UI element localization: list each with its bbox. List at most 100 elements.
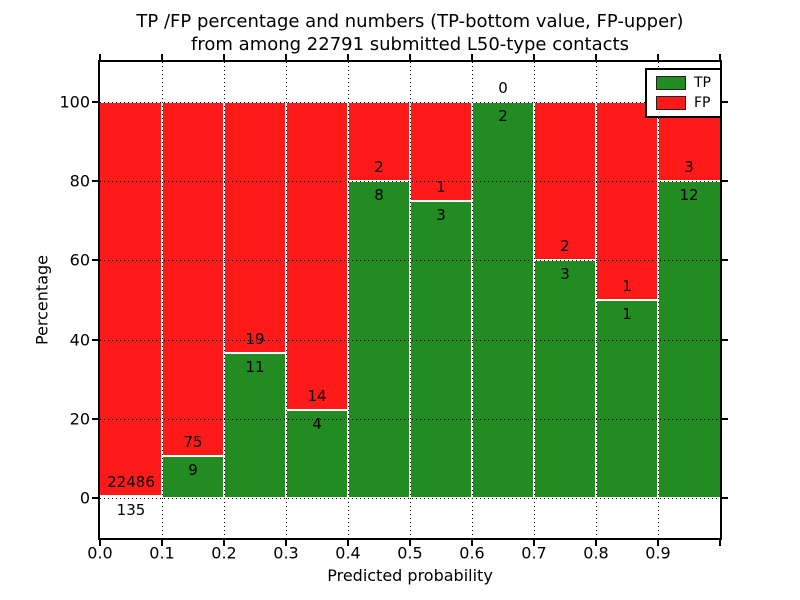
x-gridline bbox=[286, 62, 287, 538]
fp-legend-label: FP bbox=[694, 95, 711, 111]
y-tick-mark-right bbox=[722, 418, 728, 420]
fp-count-label: 19 bbox=[245, 329, 265, 348]
fp-count-label: 2 bbox=[374, 158, 384, 176]
bar-boundary-line bbox=[596, 299, 658, 301]
tp-count-label: 9 bbox=[188, 460, 198, 479]
x-tick-label: 0.1 bbox=[149, 543, 175, 563]
x-tick-mark-top bbox=[347, 54, 349, 60]
y-tick-mark bbox=[92, 418, 98, 420]
bar-segment-tp bbox=[410, 200, 472, 499]
x-tick-mark-top bbox=[285, 54, 287, 60]
y-tick-label: 20 bbox=[69, 409, 90, 429]
tp-count-label: 135 bbox=[116, 500, 146, 519]
legend: TP FP bbox=[645, 68, 722, 118]
fp-count-label: 22486 bbox=[107, 472, 155, 491]
x-tick-mark bbox=[719, 540, 721, 546]
bar-segment-tp bbox=[224, 352, 286, 499]
y-tick-mark bbox=[92, 180, 98, 182]
fp-legend-swatch bbox=[656, 96, 686, 110]
tp-count-label: 3 bbox=[560, 265, 570, 284]
fp-count-label: 14 bbox=[307, 387, 327, 406]
x-tick-label: 0.0 bbox=[87, 543, 113, 563]
y-tick-label: 60 bbox=[69, 250, 90, 270]
tp-legend-swatch bbox=[656, 76, 686, 90]
x-tick-label: 0.5 bbox=[397, 543, 423, 563]
y-tick-mark-right bbox=[722, 497, 728, 500]
y-tick-mark bbox=[92, 100, 98, 103]
legend-item-tp: TP bbox=[656, 76, 711, 90]
fp-count-label: 0 bbox=[498, 78, 508, 97]
bar-segment-tp bbox=[534, 260, 596, 499]
x-tick-mark bbox=[533, 540, 535, 546]
tp-count-label: 12 bbox=[679, 186, 699, 204]
bar-segment-fp bbox=[410, 101, 472, 201]
x-tick-mark-top bbox=[99, 54, 101, 60]
x-gridline bbox=[410, 62, 411, 538]
x-tick-mark bbox=[285, 540, 287, 546]
x-tick-mark-top bbox=[161, 54, 163, 60]
bar-segment-fp bbox=[534, 101, 596, 261]
y-tick-mark-right bbox=[722, 259, 728, 262]
x-tick-mark bbox=[595, 540, 597, 546]
y-axis-label: Percentage bbox=[32, 254, 52, 346]
tp-count-label: 4 bbox=[312, 415, 322, 434]
x-tick-mark bbox=[161, 540, 163, 546]
bar-segment-tp bbox=[162, 455, 224, 499]
bar-boundary-line bbox=[100, 494, 162, 497]
y-tick-mark-right bbox=[722, 180, 728, 182]
x-tick-label: 0.6 bbox=[459, 543, 485, 563]
tp-legend-label: TP bbox=[694, 75, 711, 91]
bar-segment-fp bbox=[348, 101, 410, 181]
bar-segment-tp bbox=[596, 300, 658, 499]
tp-count-label: 2 bbox=[498, 106, 508, 125]
bar-boundary-line bbox=[286, 409, 348, 412]
x-gridline bbox=[596, 62, 597, 538]
legend-item-fp: FP bbox=[656, 96, 711, 110]
x-tick-mark bbox=[657, 540, 659, 546]
fp-count-label: 1 bbox=[436, 177, 446, 196]
bar-boundary-line bbox=[410, 199, 472, 202]
x-tick-mark-top bbox=[223, 54, 225, 60]
fp-count-label: 3 bbox=[684, 158, 694, 176]
bar-segment-tp bbox=[472, 101, 534, 499]
x-gridline bbox=[348, 62, 349, 538]
x-tick-mark-top bbox=[595, 54, 597, 60]
x-tick-label: 0.7 bbox=[521, 543, 547, 563]
x-gridline bbox=[534, 62, 535, 538]
y-tick-label: 0 bbox=[79, 488, 90, 508]
y-tick-mark-right bbox=[722, 338, 728, 341]
x-tick-mark bbox=[409, 540, 411, 546]
fp-count-label: 2 bbox=[560, 237, 570, 256]
x-tick-label: 0.4 bbox=[335, 543, 361, 563]
x-tick-mark bbox=[471, 540, 473, 546]
bar-segment-tp bbox=[286, 410, 348, 499]
y-gridline bbox=[100, 260, 720, 262]
tp-count-label: 8 bbox=[374, 186, 384, 204]
fp-count-label: 1 bbox=[622, 277, 632, 295]
x-tick-mark-top bbox=[533, 54, 535, 60]
y-gridline bbox=[100, 101, 720, 103]
x-tick-mark bbox=[223, 540, 225, 546]
bar-boundary-line bbox=[162, 454, 224, 457]
y-gridline bbox=[100, 339, 720, 341]
y-tick-mark bbox=[92, 497, 98, 500]
x-tick-mark bbox=[347, 540, 349, 546]
tp-count-label: 3 bbox=[436, 205, 446, 224]
y-gridline bbox=[100, 419, 720, 420]
y-tick-label: 80 bbox=[69, 171, 90, 191]
bar-boundary-line bbox=[224, 351, 286, 354]
x-tick-mark bbox=[99, 540, 101, 546]
y-tick-label: 40 bbox=[69, 330, 90, 350]
x-gridline bbox=[162, 62, 163, 538]
y-gridline bbox=[100, 498, 720, 500]
bar-segment-fp bbox=[162, 101, 224, 456]
y-tick-label: 100 bbox=[59, 92, 90, 112]
x-gridline bbox=[472, 62, 473, 538]
x-gridline bbox=[224, 62, 225, 538]
x-tick-mark-top bbox=[409, 54, 411, 60]
chart-title-line2: from among 22791 submitted L50-type cont… bbox=[191, 34, 629, 55]
fp-count-label: 75 bbox=[183, 432, 203, 451]
x-tick-mark-top bbox=[657, 54, 659, 60]
x-tick-mark-top bbox=[719, 54, 721, 60]
x-tick-mark-top bbox=[471, 54, 473, 60]
